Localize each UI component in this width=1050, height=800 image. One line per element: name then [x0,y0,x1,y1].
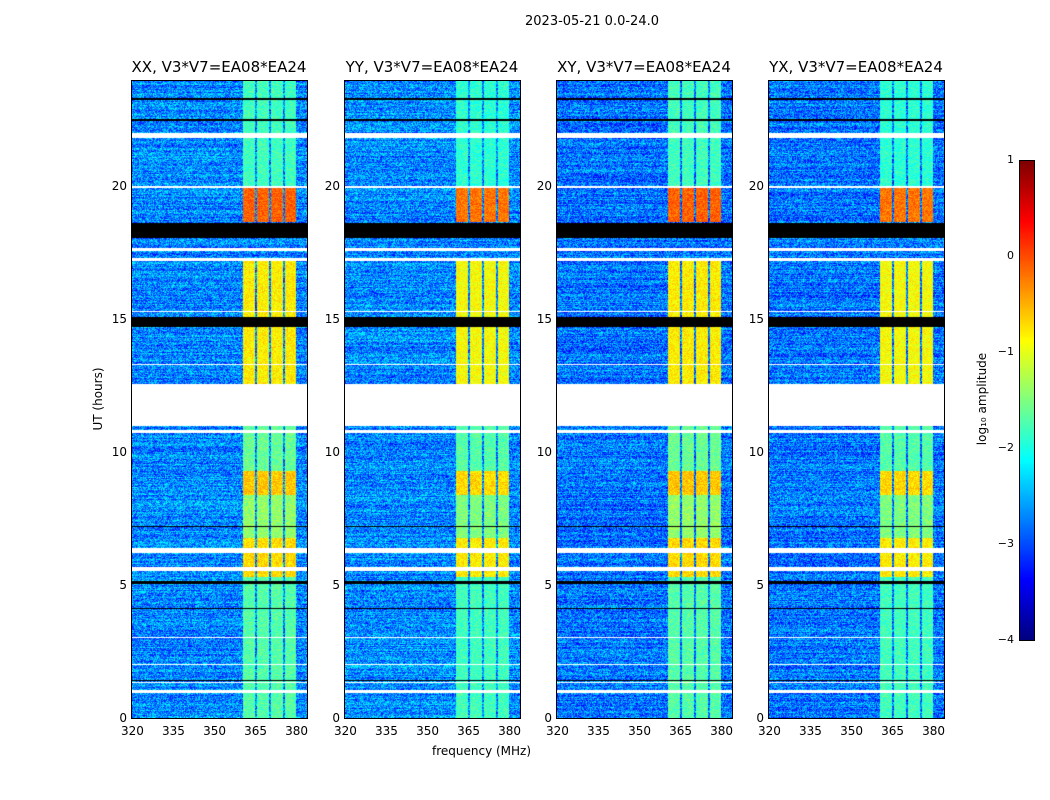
colorbar-tick-label: 0 [1007,249,1014,262]
colorbar-tick-label: −1 [997,345,1014,358]
x-tick-label: 335 [375,724,398,738]
y-tick-label: 20 [748,178,764,193]
x-tick-label: 365 [457,724,480,738]
heatmap-panel-3 [768,80,945,719]
x-tick-label: 320 [546,724,569,738]
x-tick-label: 350 [628,724,651,738]
y-tick-label: 20 [536,178,552,193]
x-tick-label: 320 [758,724,781,738]
y-tick-label: 10 [536,444,552,459]
suptitle: 2023-05-21 0.0-24.0 [525,14,659,29]
heatmap-panel-0 [131,80,308,719]
y-tick-label: 20 [111,178,127,193]
heatmap-cells [769,81,944,718]
colorbar-tick-label: 1 [1007,153,1014,166]
y-tick-label: 0 [119,711,127,725]
heatmap-panel-1 [344,80,521,719]
heatmap-cells [132,81,307,718]
y-tick-label: 15 [324,311,340,326]
x-tick-label: 380 [922,724,946,738]
y-tick-label: 15 [536,311,552,326]
x-tick-label: 350 [203,724,226,738]
x-tick-label: 335 [587,724,610,738]
y-tick-label: 10 [324,444,340,459]
y-tick-label: 5 [119,577,127,592]
colorbar-tick-label: −2 [997,441,1014,454]
x-tick-label: 380 [285,724,309,738]
y-tick-label: 0 [332,711,340,725]
y-tick-label: 10 [111,444,127,459]
heatmap-cells [557,81,732,718]
colorbar-tick-label: −4 [997,633,1014,646]
x-tick-label: 365 [881,724,904,738]
x-tick-label: 365 [244,724,267,738]
panel-title: YY, V3*V7=EA08*EA24 [345,58,519,76]
y-tick-label: 5 [544,577,552,592]
x-tick-label: 335 [162,724,185,738]
x-tick-label: 365 [669,724,692,738]
panel-title: YX, V3*V7=EA08*EA24 [769,58,943,76]
colorbar-label: log₁₀ amplitude [975,352,989,446]
x-tick-label: 320 [334,724,357,738]
y-tick-label: 0 [544,711,552,725]
x-tick-label: 380 [710,724,734,738]
y-tick-label: 15 [111,311,127,326]
y-tick-label: 15 [748,311,764,326]
y-axis-label: UT (hours) [91,367,105,431]
y-tick-label: 5 [756,577,764,592]
heatmap-panel-2 [556,80,733,719]
x-tick-label: 335 [799,724,822,738]
panel-title: XY, V3*V7=EA08*EA24 [557,58,731,76]
x-tick-label: 350 [416,724,439,738]
x-axis-label: frequency (MHz) [432,744,532,758]
panel-title: XX, V3*V7=EA08*EA24 [131,58,307,76]
y-tick-label: 20 [324,178,340,193]
y-tick-label: 0 [756,711,764,725]
colorbar-tick-label: −3 [997,537,1014,550]
y-tick-label: 10 [748,444,764,459]
y-tick-label: 5 [332,577,340,592]
x-tick-label: 380 [498,724,522,738]
colorbar [1019,160,1035,641]
x-tick-label: 320 [121,724,144,738]
heatmap-cells [345,81,520,718]
x-tick-label: 350 [840,724,863,738]
